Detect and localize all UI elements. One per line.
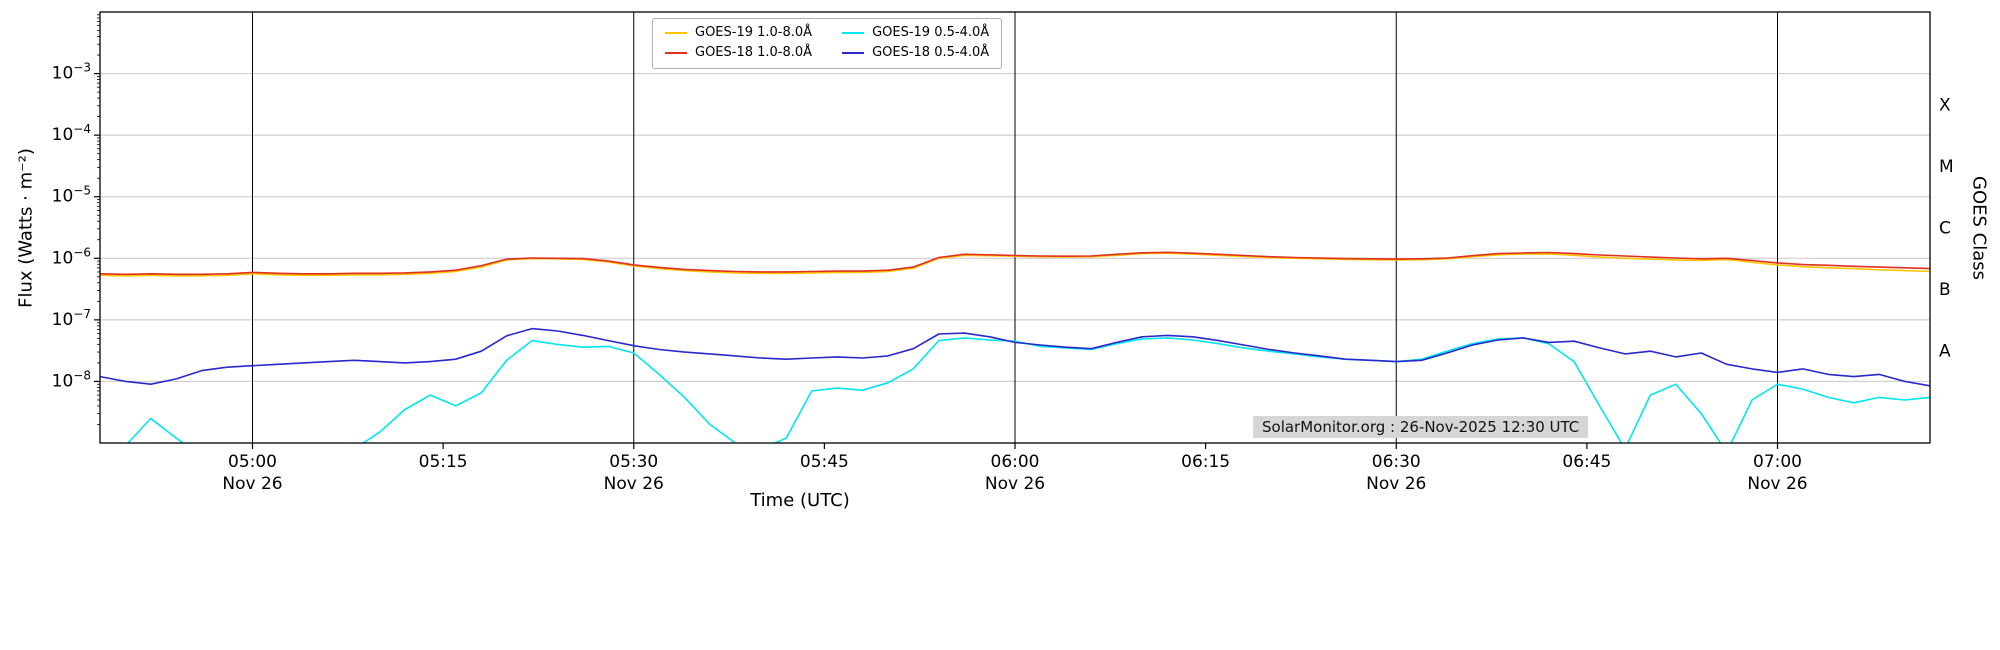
x-tick-date-label: Nov 26 — [222, 474, 282, 494]
x-tick-date-label: Nov 26 — [604, 474, 664, 494]
goes-class-letter-m: M — [1939, 157, 1954, 177]
y-tick-label: 10−7 — [52, 307, 91, 330]
goes-class-letter-b: B — [1939, 280, 1951, 300]
x-tick-label: 06:00 — [991, 452, 1040, 472]
y-tick-label: 10−5 — [52, 184, 91, 207]
x-tick-label: 06:15 — [1181, 452, 1230, 472]
y-tick-label: 10−8 — [52, 368, 91, 391]
y-tick-label: 10−4 — [52, 122, 91, 145]
x-tick-label: 06:45 — [1562, 452, 1611, 472]
legend-swatch-goes18-short — [842, 52, 865, 55]
series-line-goes18-short — [100, 327, 1930, 387]
x-tick-label: 05:15 — [419, 452, 468, 472]
y-axis-label-flux: Flux (Watts · m⁻²) — [15, 148, 37, 308]
legend-label-goes19-long: GOES-19 1.0-8.0Å — [695, 25, 813, 40]
legend-item-goes19-short: GOES-19 0.5-4.0Å — [842, 25, 989, 42]
legend: GOES-19 1.0-8.0Å GOES-18 1.0-8.0Å GOES-19 … — [652, 18, 1003, 69]
y-tick-label: 10−6 — [52, 245, 91, 268]
y-tick-label: 10−3 — [52, 61, 91, 84]
x-tick-date-label: Nov 26 — [1747, 474, 1807, 494]
series-line-goes18-long — [100, 251, 1930, 276]
x-tick-label: 05:30 — [609, 452, 658, 472]
goes-class-letter-x: X — [1939, 95, 1951, 115]
watermark: SolarMonitor.org : 26-Nov-2025 12:30 UTC — [1253, 416, 1589, 438]
x-tick-date-label: Nov 26 — [985, 474, 1045, 494]
legend-item-goes18-long: GOES-18 1.0-8.0Å — [665, 45, 812, 62]
legend-swatch-goes19-long — [665, 32, 687, 35]
legend-label-goes18-short: GOES-18 0.5-4.0Å — [872, 44, 990, 60]
x-tick-label: 05:45 — [800, 452, 849, 472]
legend-swatch-goes19-short — [842, 32, 865, 35]
legend-item-goes19-long: GOES-19 1.0-8.0Å — [665, 25, 812, 42]
legend-swatch-goes18-long — [665, 52, 687, 55]
y-axis-label-goes-class: GOES Class — [1968, 176, 1990, 280]
x-axis-label-time: Time (UTC) — [750, 490, 850, 511]
series-line-goes19-short — [126, 337, 1930, 443]
legend-label-goes19-short: GOES-19 0.5-4.0Å — [872, 25, 990, 40]
x-tick-label: 05:00 — [228, 452, 277, 472]
x-tick-label: 06:30 — [1372, 452, 1421, 472]
goes-class-letter-a: A — [1939, 342, 1951, 362]
legend-item-goes18-short: GOES-18 0.5-4.0Å — [842, 45, 989, 62]
goes-class-letter-c: C — [1939, 219, 1951, 239]
x-tick-label: 07:00 — [1753, 452, 1802, 472]
x-tick-date-label: Nov 26 — [1366, 474, 1426, 494]
legend-label-goes18-long: GOES-18 1.0-8.0Å — [695, 44, 813, 60]
